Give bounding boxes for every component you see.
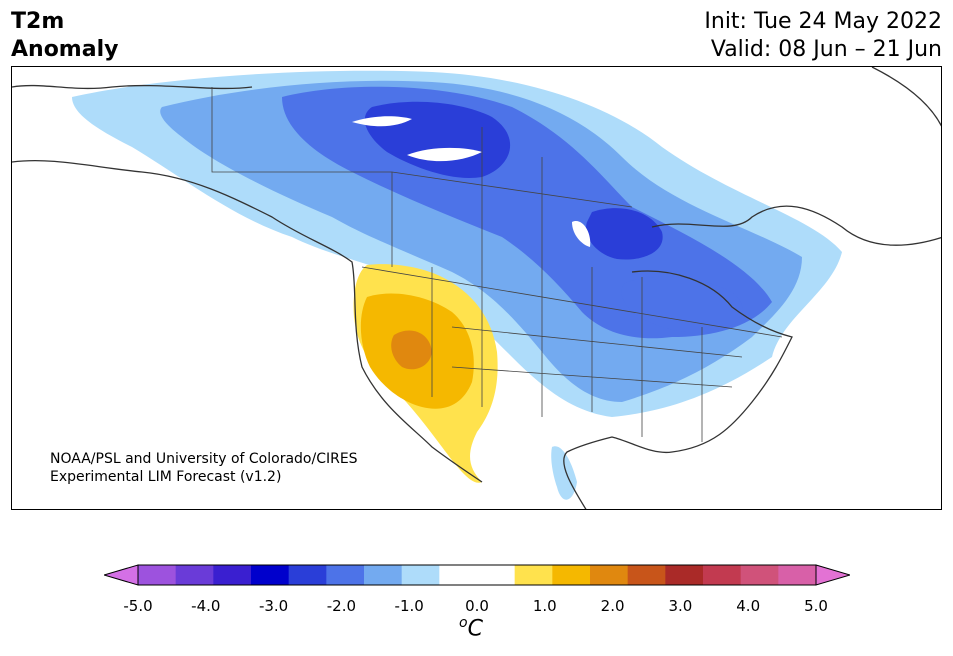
credit-line-2: Experimental LIM Forecast (v1.2) [50, 469, 282, 485]
colorbar-bin [703, 565, 742, 585]
anomaly-blue-lakes [621, 276, 743, 333]
colorbar-tick-label: -1.0 [394, 597, 424, 615]
anomaly-light-blue-south [551, 446, 577, 500]
colorbar-bin [175, 565, 214, 585]
init-date: Init: Tue 24 May 2022 [704, 9, 942, 34]
colorbar: -5.0 -4.0 -3.0 -2.0 -1.0 0.0 1.0 2.0 3.0 4.0 5.0 o… [102, 563, 852, 643]
colorbar-bin [138, 565, 177, 585]
near-zero-patch-3 [572, 221, 591, 247]
forecast-dates: Init: Tue 24 May 2022 Valid: 08 Jun – 21… [704, 8, 942, 64]
title-line-2: Anomaly [11, 37, 119, 62]
anomaly-orange [391, 330, 432, 370]
colorbar-bin [627, 565, 666, 585]
credit-line-1: NOAA/PSL and University of Colorado/CIRE… [50, 451, 358, 467]
colorbar-bin [251, 565, 290, 585]
anomaly-map: NOAA/PSL and University of Colorado/CIRE… [11, 66, 942, 510]
colorbar-tick-label: 5.0 [804, 597, 828, 615]
colorbar-tick-label: -2.0 [326, 597, 357, 615]
colorbar-bin [514, 565, 553, 585]
anomaly-deep-blue-east [586, 208, 663, 260]
unit-degree: o [459, 615, 468, 631]
colorbar-bin [740, 565, 779, 585]
colorbar-tick-label: 3.0 [668, 597, 693, 615]
colorbar-bin [439, 565, 478, 585]
colorbar-bin [477, 565, 516, 585]
title-line-1: T2m [11, 9, 65, 34]
colorbar-outline [137, 564, 817, 586]
colorbar-tick-label: 2.0 [600, 597, 625, 615]
near-zero-patch-2 [407, 147, 482, 162]
map-canvas [12, 67, 941, 509]
colorbar-tick-label: 0.0 [465, 597, 489, 615]
colorbar-max-arrow [815, 564, 852, 586]
colorbar-tick-label: 1.0 [532, 597, 557, 615]
unit-label: oC [459, 615, 483, 641]
colorbar-scale [102, 564, 852, 586]
colorbar-bin [778, 565, 817, 585]
colorbar-tick-label: -4.0 [191, 597, 221, 615]
colorbar-bin [213, 565, 252, 585]
unit-letter: C [467, 616, 483, 642]
colorbar-bin [665, 565, 704, 585]
colorbar-min-arrow [102, 564, 139, 586]
valid-date: Valid: 08 Jun – 21 Jun [710, 37, 942, 62]
colorbar-tick-label: 4.0 [736, 597, 761, 615]
colorbar-bin [552, 565, 591, 585]
colorbar-bin [401, 565, 440, 585]
colorbar-bin [288, 565, 327, 585]
state-borders [211, 87, 783, 442]
data-credit: NOAA/PSL and University of Colorado/CIRE… [50, 450, 358, 486]
colorbar-tick-label: -3.0 [258, 597, 289, 615]
colorbar-bin [326, 565, 365, 585]
colorbar-bin [364, 565, 403, 585]
colorbar-bin [590, 565, 629, 585]
colorbar-tick-label: -5.0 [123, 597, 153, 615]
near-zero-patch-1 [352, 116, 412, 127]
map-title: T2m Anomaly [11, 8, 118, 64]
coastlines [12, 67, 941, 509]
